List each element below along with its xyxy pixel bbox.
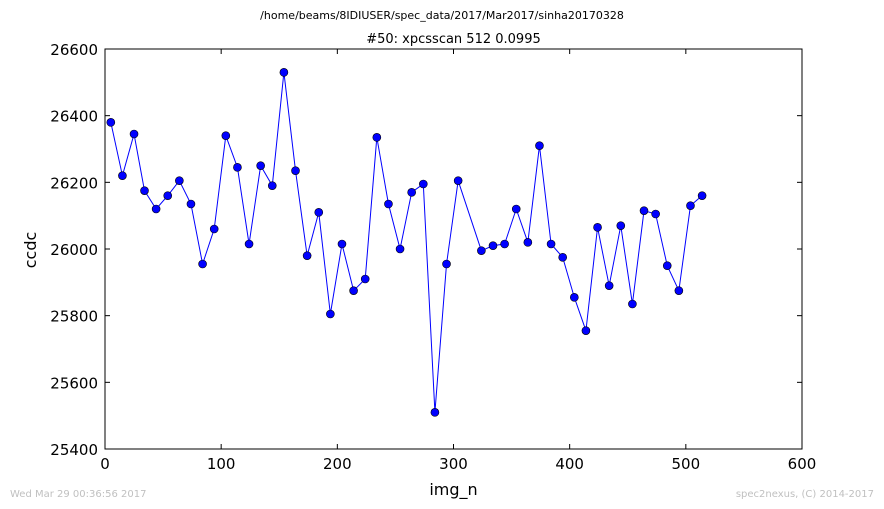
- data-point: [106, 118, 116, 127]
- data-point: [326, 309, 335, 319]
- data-point: [488, 241, 498, 250]
- data-point: [279, 68, 289, 77]
- data-point: [395, 244, 405, 254]
- y-axis-label: ccdc: [21, 232, 40, 269]
- x-tick-label: 300: [439, 455, 468, 473]
- x-tick-label: 400: [555, 455, 584, 473]
- data-point: [535, 141, 544, 150]
- y-tick-label: 26200: [50, 174, 98, 192]
- data-point: [291, 166, 300, 175]
- data-point: [129, 129, 139, 139]
- data-point: [523, 238, 533, 247]
- data-point: [686, 201, 695, 210]
- x-tick-label: 500: [672, 455, 701, 473]
- data-point: [360, 274, 370, 284]
- data-point: [140, 186, 149, 195]
- data-point: [430, 408, 440, 417]
- data-point: [233, 163, 242, 172]
- data-point: [151, 204, 161, 214]
- data-point: [453, 176, 463, 185]
- data-point: [209, 224, 219, 234]
- data-point: [267, 181, 277, 190]
- data-point: [349, 286, 358, 295]
- data-point: [500, 239, 509, 249]
- data-point: [697, 191, 707, 200]
- data-point: [198, 259, 207, 269]
- data-point: [674, 286, 684, 295]
- data-point: [244, 239, 254, 249]
- x-tick-label: 100: [207, 455, 236, 473]
- data-point: [546, 239, 556, 249]
- plot-frame: [104, 48, 803, 450]
- footer-credit: spec2nexus, (C) 2014-2017: [735, 489, 874, 500]
- x-tick-label: 0: [100, 455, 110, 473]
- data-point: [256, 161, 265, 170]
- data-point: [186, 199, 196, 209]
- data-point: [118, 171, 127, 180]
- data-point: [662, 261, 672, 270]
- data-point: [302, 251, 312, 260]
- data-point: [314, 208, 324, 217]
- data-point: [372, 133, 382, 142]
- y-tick-label: 26600: [50, 41, 98, 59]
- data-point: [384, 199, 393, 209]
- y-tick-label: 25600: [50, 374, 98, 392]
- x-tick-label: 600: [788, 455, 817, 473]
- data-point: [221, 131, 231, 140]
- data-point: [570, 293, 579, 302]
- x-tick-label: 200: [323, 455, 352, 473]
- file-path-header: /home/beams/8IDIUSER/spec_data/2017/Mar2…: [260, 9, 624, 22]
- data-point: [558, 253, 568, 262]
- footer-timestamp: Wed Mar 29 00:36:56 2017: [10, 489, 147, 500]
- data-point: [511, 204, 521, 214]
- data-point: [604, 281, 614, 290]
- data-point: [639, 206, 649, 215]
- y-tick-label: 25400: [50, 441, 98, 459]
- data-point: [163, 191, 173, 200]
- y-tick-label: 25800: [50, 308, 98, 326]
- data-point: [418, 179, 428, 189]
- data-point: [628, 299, 637, 309]
- y-tick-label: 26400: [50, 108, 98, 126]
- data-point: [651, 209, 660, 219]
- y-tick-label: 26000: [50, 241, 98, 259]
- series-line: [110, 72, 703, 413]
- data-point: [407, 188, 416, 197]
- data-point: [593, 223, 602, 232]
- chart-title: #50: xpcsscan 512 0.0995: [366, 32, 541, 47]
- data-point: [337, 239, 347, 249]
- data-point: [477, 246, 486, 255]
- x-axis-label: img_n: [429, 480, 477, 500]
- data-point: [442, 259, 451, 269]
- data-point: [175, 176, 184, 185]
- data-point: [581, 326, 591, 335]
- data-point: [616, 221, 626, 230]
